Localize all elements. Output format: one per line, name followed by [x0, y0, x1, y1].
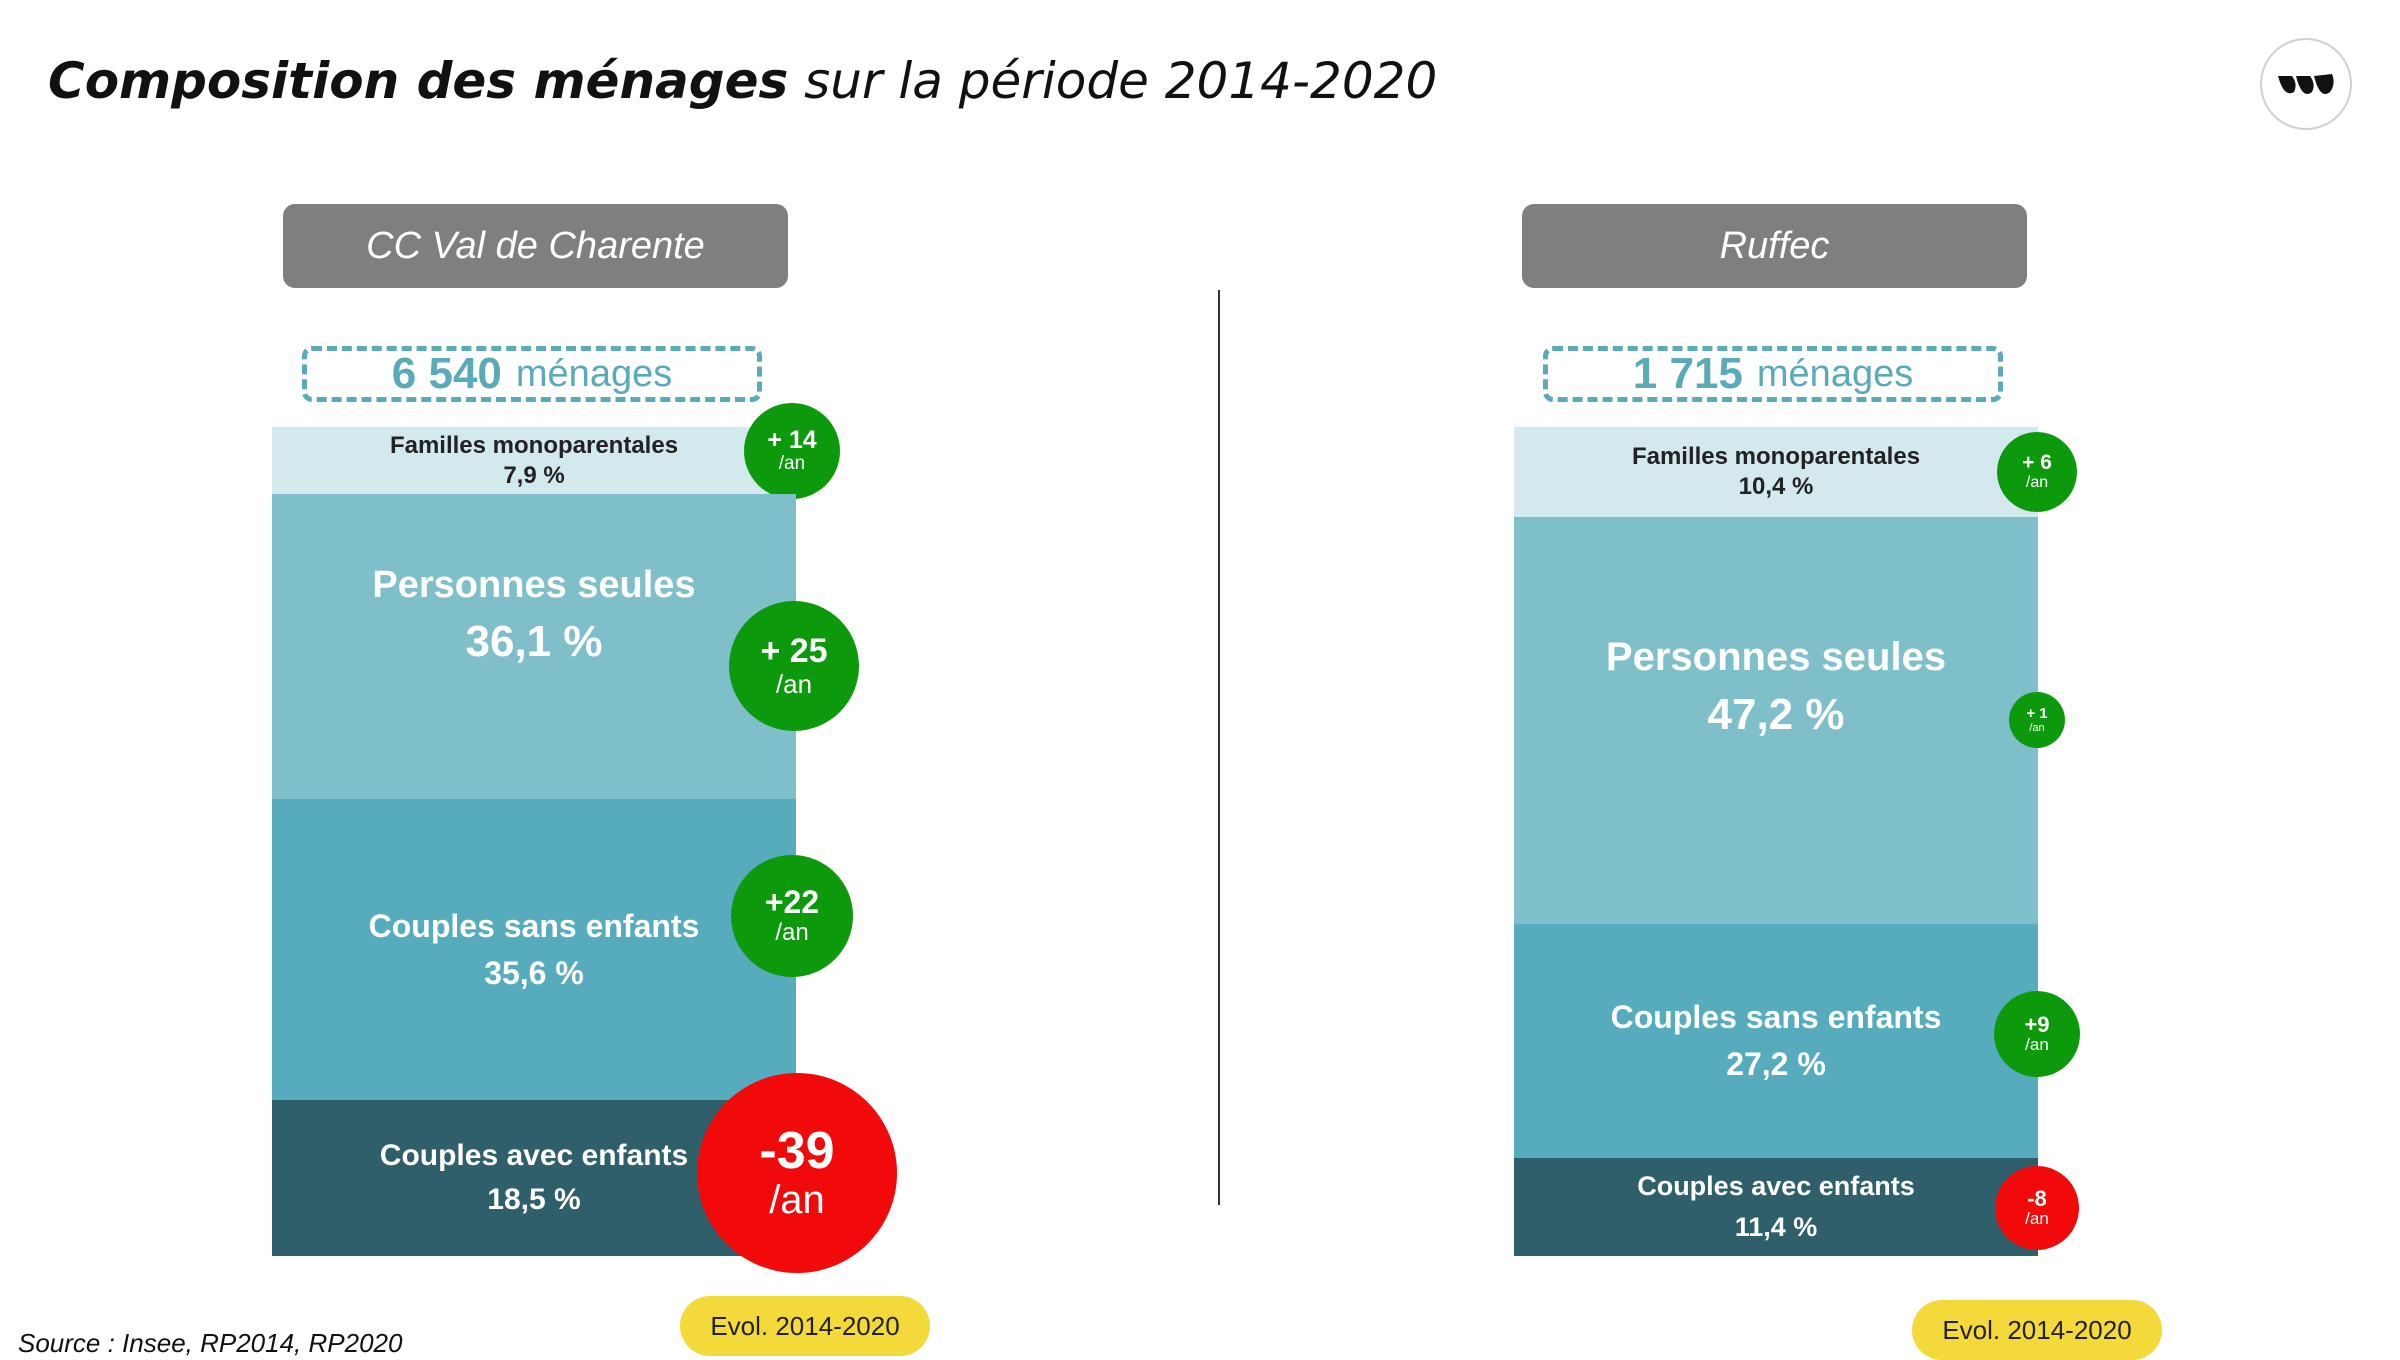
logo-mark [2278, 74, 2334, 94]
change-unit: /an [2029, 721, 2045, 734]
panel-header: Ruffec [1522, 204, 2027, 288]
change-unit: /an [769, 1178, 825, 1223]
segment-label: Personnes seules [1605, 635, 1947, 679]
change-unit: /an [778, 452, 806, 474]
source-note: Source : Insee, RP2014, RP2020 [18, 1328, 403, 1358]
bar-segment: Personnes seules 47,2 % [1514, 517, 2038, 924]
change-value: +22 [764, 884, 820, 920]
change-value: + 25 [760, 631, 828, 670]
total-unit: ménages [1756, 352, 1914, 395]
panel-divider [1218, 290, 1220, 1205]
bar-segment: Familles monoparentales 10,4 % [1514, 427, 2038, 517]
change-badge-negative: -8/an [1995, 1166, 2079, 1250]
change-unit: /an [2025, 1209, 2049, 1229]
change-value: +9 [2024, 1012, 2050, 1038]
total-value: 1 715 [1632, 349, 1743, 398]
change-badge-positive: + 1/an [2009, 692, 2065, 748]
logo-icon [2260, 38, 2352, 130]
change-value: + 1 [2026, 705, 2048, 723]
segment-percent: 27,2 % [1726, 1046, 1826, 1082]
total-households: 6 540 ménages [302, 346, 762, 402]
evol-period-badge: Evol. 2014-2020 [1912, 1300, 2162, 1360]
change-badge-positive: +9/an [1994, 991, 2080, 1077]
change-value: + 6 [2022, 451, 2052, 475]
segment-label: Familles monoparentales [1631, 443, 1921, 470]
bar-segment: Couples sans enfants 35,6 % [272, 799, 796, 1100]
page-title: Composition des ménages sur la période 2… [48, 52, 1437, 110]
change-badge-positive: +22/an [731, 855, 853, 977]
segment-label: Familles monoparentales [389, 431, 679, 459]
title-rest: sur la période 2014-2020 [804, 52, 1438, 110]
total-value: 6 540 [391, 349, 502, 398]
panel-header: CC Val de Charente [283, 204, 788, 288]
segment-percent: 47,2 % [1707, 690, 1845, 739]
segment-label: Couples avec enfants [1637, 1171, 1915, 1201]
segment-label: Couples sans enfants [368, 907, 700, 944]
bar-segment: Couples avec enfants 11,4 % [1514, 1158, 2038, 1256]
change-badge-positive: + 25/an [729, 601, 859, 731]
segment-label: Couples avec enfants [379, 1139, 689, 1172]
bar-segment: Couples sans enfants 27,2 % [1514, 924, 2038, 1158]
change-unit: /an [775, 918, 809, 946]
segment-percent: 36,1 % [465, 617, 603, 666]
segment-percent: 7,9 % [503, 461, 565, 489]
change-unit: /an [2025, 474, 2049, 492]
total-households: 1 715 ménages [1543, 346, 2003, 402]
change-badge-positive: + 6/an [1997, 432, 2077, 512]
segment-percent: 11,4 % [1734, 1212, 1818, 1242]
change-badge-negative: -39/an [697, 1073, 897, 1273]
segment-percent: 35,6 % [484, 954, 584, 991]
change-value: -8 [2027, 1186, 2047, 1212]
change-unit: /an [775, 668, 813, 699]
segment-label: Personnes seules [372, 564, 696, 606]
segment-percent: 10,4 % [1738, 473, 1814, 500]
segment-label: Couples sans enfants [1610, 999, 1942, 1035]
title-bold: Composition des ménages [48, 52, 789, 110]
total-unit: ménages [515, 352, 673, 395]
bar-segment: Familles monoparentales 7,9 % [272, 427, 796, 494]
change-value: + 14 [767, 426, 817, 455]
change-badge-positive: + 14/an [744, 403, 840, 499]
change-unit: /an [2025, 1035, 2049, 1055]
change-value: -39 [759, 1121, 835, 1180]
segment-percent: 18,5 % [487, 1183, 581, 1216]
bar-segment: Personnes seules 36,1 % [272, 494, 796, 799]
evol-period-badge: Evol. 2014-2020 [680, 1296, 930, 1356]
